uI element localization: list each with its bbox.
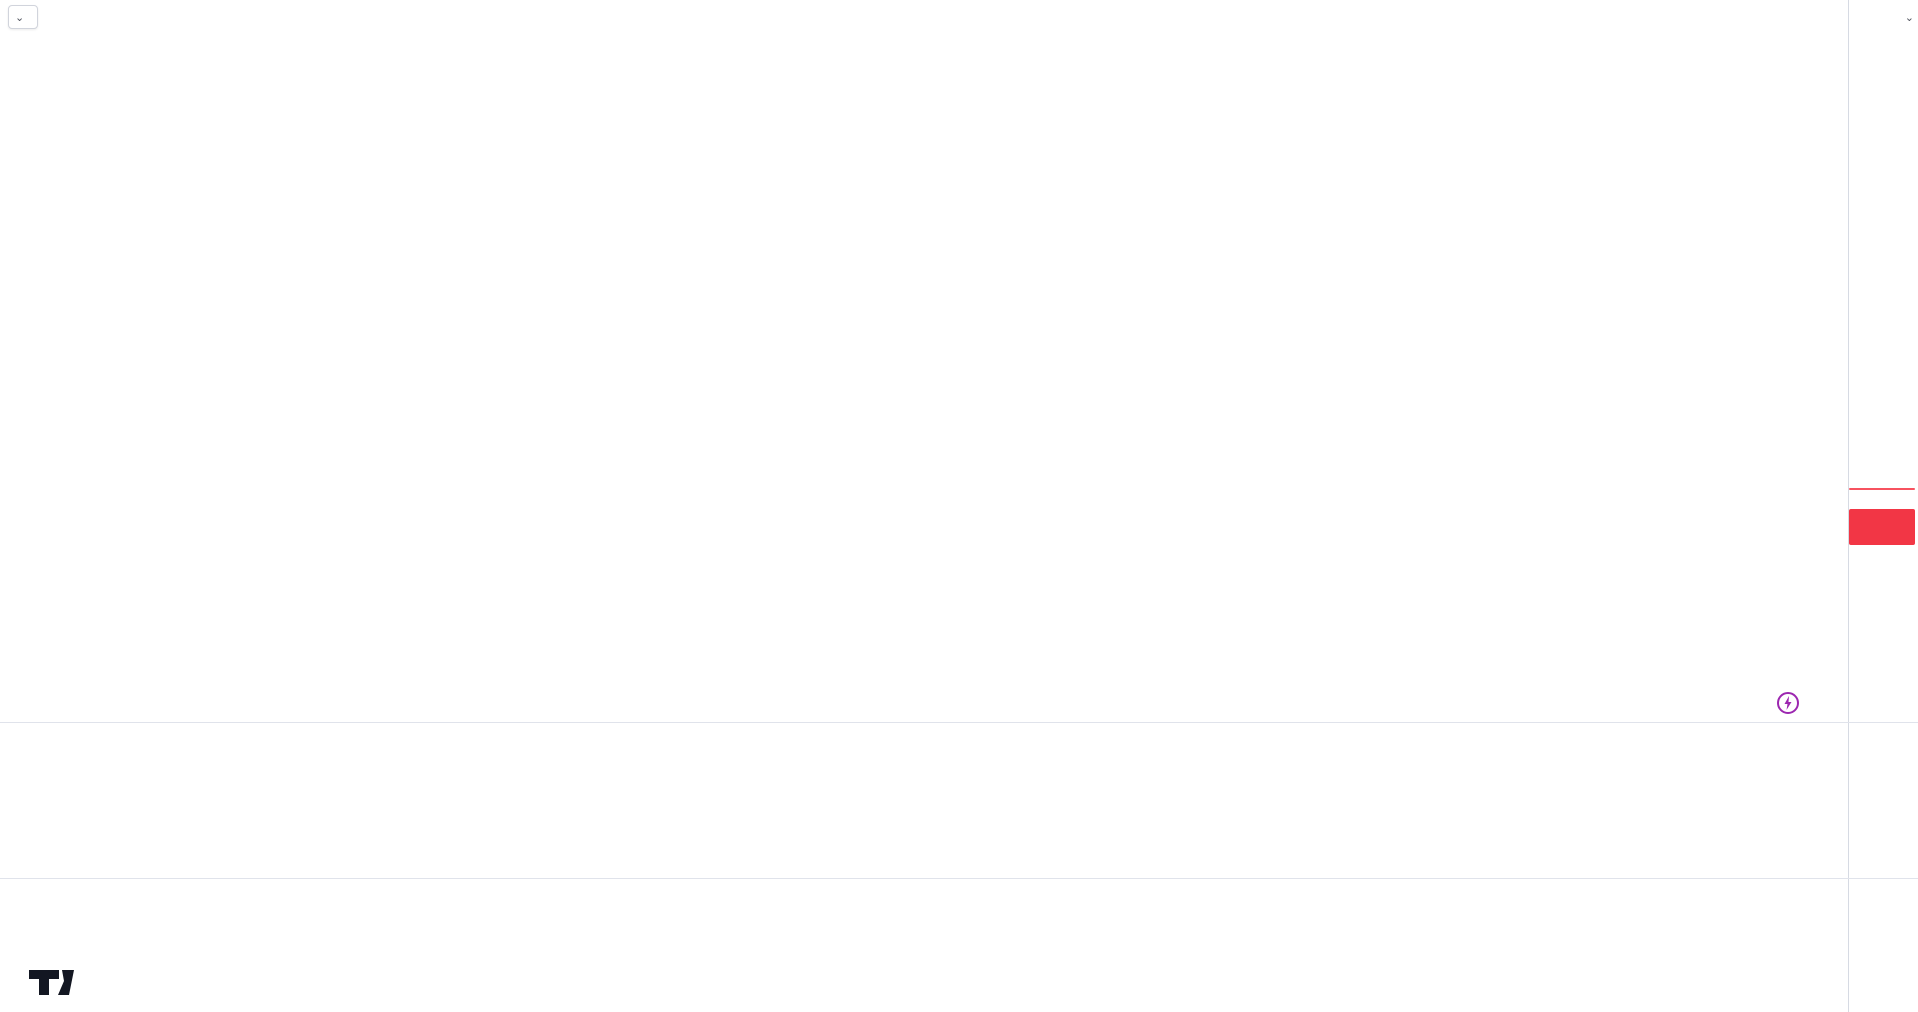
timeframe-button[interactable]: ⌄	[8, 5, 39, 29]
current-price-tag	[1849, 509, 1915, 545]
tradingview-logo-icon	[29, 970, 74, 995]
chevron-down-icon: ⌄	[15, 11, 25, 24]
axis-panel-divider	[1848, 0, 1849, 1012]
lightning-icon	[1777, 692, 1799, 714]
pane-separator-oscillator[interactable]	[0, 722, 1918, 723]
pane-separator-histogram[interactable]	[0, 878, 1918, 879]
ma-price-tag	[1849, 488, 1915, 490]
lightning-trade-button[interactable]	[1776, 691, 1800, 715]
tradingview-logo[interactable]	[28, 968, 88, 1001]
chevron-down-icon: ⌄	[1904, 11, 1914, 24]
quote-currency-dropdown[interactable]: ⌄	[1854, 6, 1914, 28]
